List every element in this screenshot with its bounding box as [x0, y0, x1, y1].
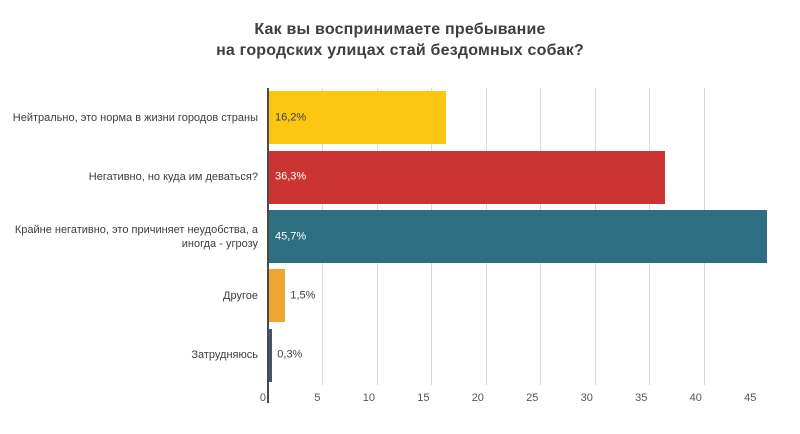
- chart-title-line-2: на городских улицах стай бездомных собак…: [216, 42, 584, 59]
- value-label: 16,2%: [275, 111, 307, 124]
- value-label: 1,5%: [290, 289, 316, 302]
- y-axis-line: [267, 88, 269, 403]
- bar: [269, 269, 286, 323]
- chart-title: Как вы воспринимаете пребывание на город…: [0, 19, 800, 61]
- x-tick-label: 40: [689, 392, 702, 404]
- category-label: Крайне негативно, это причиняет неудобст…: [14, 223, 258, 250]
- bar: [269, 328, 273, 382]
- x-tick-label: 20: [471, 392, 484, 404]
- bar: [269, 91, 446, 145]
- x-tick-label: 25: [526, 392, 539, 404]
- x-tick-label: 45: [744, 392, 757, 404]
- bar: [269, 150, 665, 204]
- category-label: Нейтрально, это норма в жизни городов ст…: [12, 111, 258, 124]
- category-label: Другое: [223, 289, 258, 302]
- x-tick-label: 35: [635, 392, 648, 404]
- x-tick-label: 0: [259, 392, 266, 404]
- x-tick-label: 15: [417, 392, 430, 404]
- category-label: Затрудняюсь: [191, 349, 258, 362]
- x-tick-label: 10: [362, 392, 375, 404]
- category-label: Негативно, но куда им деваться?: [88, 171, 258, 184]
- value-label: 45,7%: [275, 230, 307, 242]
- chart-title-line-1: Как вы воспринимаете пребывание: [254, 21, 546, 38]
- value-label: 36,3%: [275, 170, 307, 183]
- x-tick-label: 30: [580, 392, 593, 404]
- bar: [269, 210, 767, 263]
- value-label: 0,3%: [277, 348, 303, 361]
- x-tick-label: 5: [314, 392, 321, 404]
